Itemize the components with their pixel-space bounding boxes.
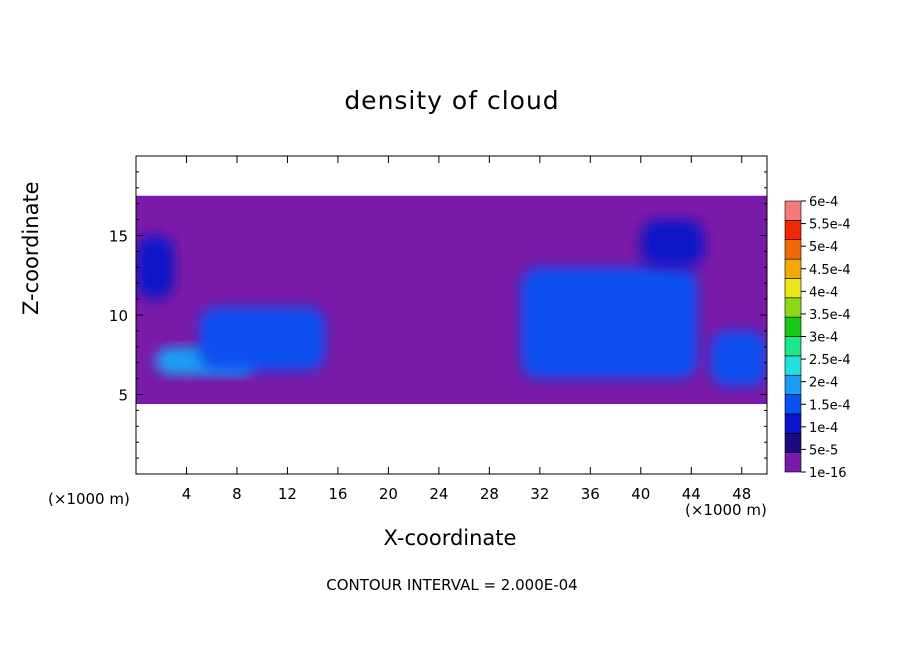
- colorbar-swatch: [784, 297, 802, 318]
- chart-title: density of cloud: [344, 86, 560, 115]
- colorbar-swatch: [784, 413, 802, 434]
- colorbar-swatch: [784, 258, 802, 279]
- x-tick-label: 20: [379, 485, 398, 503]
- x-axis-unit-left: (×1000 m): [48, 490, 130, 508]
- y-axis-label: Z-coordinate: [19, 181, 44, 315]
- x-tick-label: 32: [530, 485, 549, 503]
- x-tick-label: 48: [732, 485, 751, 503]
- colorbar-label: 3.5e-4: [809, 308, 851, 323]
- colorbar-label: 5e-4: [809, 240, 838, 255]
- colorbar-label: 5.5e-4: [809, 218, 851, 233]
- cloud-region: [520, 267, 698, 379]
- x-tick-label: 16: [328, 485, 347, 503]
- colorbar-swatch: [784, 355, 802, 376]
- density-field: [136, 195, 767, 405]
- colorbar-label: 6e-4: [809, 195, 838, 210]
- colorbar-swatch: [784, 452, 802, 473]
- y-tick-label: 5: [118, 387, 128, 405]
- y-tick-label: 10: [109, 307, 128, 325]
- colorbar-label: 1.5e-4: [809, 398, 851, 413]
- y-tick-label: 15: [109, 228, 128, 246]
- colorbar-swatch: [784, 394, 802, 415]
- x-axis-unit-right: (×1000 m): [685, 501, 767, 519]
- colorbar-swatch: [784, 316, 802, 337]
- colorbar-label: 2e-4: [809, 376, 838, 391]
- x-tick-label: 44: [682, 485, 701, 503]
- colorbar-swatch: [784, 239, 802, 260]
- x-axis-label: X-coordinate: [383, 526, 517, 550]
- cloud-region: [640, 219, 704, 268]
- x-tick-label: 36: [581, 485, 600, 503]
- cloud-region: [199, 307, 326, 371]
- colorbar-label: 4e-4: [809, 285, 838, 300]
- x-tick-label: 24: [429, 485, 448, 503]
- x-tick-label: 8: [232, 485, 242, 503]
- colorbar-label: 1e-16: [809, 466, 847, 481]
- x-tick-label: 4: [182, 485, 192, 503]
- contour-interval-note: CONTOUR INTERVAL = 2.000E-04: [326, 576, 578, 594]
- colorbar-swatch: [784, 200, 802, 221]
- colorbar-label: 2.5e-4: [809, 353, 851, 368]
- colorbar-swatch: [784, 432, 802, 453]
- colorbar-label: 3e-4: [809, 331, 838, 346]
- x-tick-label: 12: [278, 485, 297, 503]
- x-tick-label: 28: [480, 485, 499, 503]
- colorbar-swatch: [784, 336, 802, 357]
- colorbar-swatch: [784, 220, 802, 241]
- colorbar-label: 4.5e-4: [809, 263, 851, 278]
- colorbar-swatch: [784, 278, 802, 299]
- colorbar-swatch: [784, 374, 802, 395]
- cloud-region: [136, 235, 174, 300]
- x-tick-label: 40: [631, 485, 650, 503]
- colorbar-label: 5e-5: [809, 443, 838, 458]
- cloud-region: [710, 330, 767, 387]
- colorbar-label: 1e-4: [809, 421, 838, 436]
- colorbar: 6e-4 5.5e-4 5e-4 4.5e-4 4e-4 3.5e-4 3e-4 2.5e-4…: [784, 195, 851, 481]
